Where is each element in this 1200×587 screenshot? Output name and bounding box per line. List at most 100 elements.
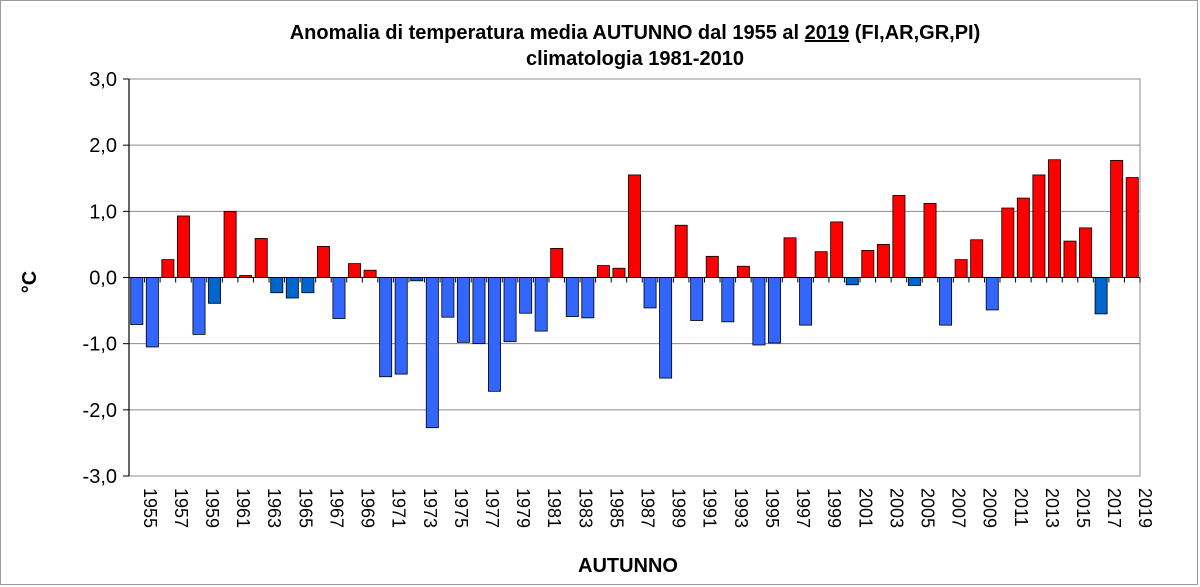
bar-2015	[1063, 240, 1077, 278]
chart-title-part3: (FI,AR,GR,PI)	[849, 22, 981, 44]
bar-1975	[441, 277, 455, 318]
chart-subtitle: climatologia 1981-2010	[526, 48, 744, 70]
bar-1974	[425, 277, 439, 429]
x-tick-label: 1989	[669, 488, 689, 528]
x-tick-label: 2019	[1135, 488, 1155, 528]
x-tick-labels: 1955 1957 1959 1961 1963 1965 1967 1969 1971 1973…	[140, 488, 1155, 528]
y-axis-label: °C	[19, 271, 41, 293]
bar-2007	[939, 277, 953, 326]
x-tick-label: 1997	[793, 488, 813, 528]
y-tick-label: -2,0	[83, 400, 117, 422]
y-tick-label: 0,0	[89, 268, 117, 290]
x-tick-label: 1975	[451, 488, 471, 528]
y-tick-label: -1,0	[83, 334, 117, 356]
bar-2014	[1047, 159, 1061, 278]
x-tick-label: 1995	[762, 488, 782, 528]
x-tick-label: 1957	[171, 488, 191, 528]
x-tick-label: 1969	[358, 488, 378, 528]
x-tick-label: 1983	[575, 488, 595, 528]
x-tick-label: 1999	[824, 488, 844, 528]
x-tick-label: 2007	[949, 488, 969, 528]
bar-2019	[1125, 177, 1139, 278]
x-tick-label: 1993	[731, 488, 751, 528]
bar-1968	[332, 277, 346, 319]
bar-1964	[270, 277, 284, 294]
bar-1965	[285, 277, 299, 299]
x-tick-label: 1971	[389, 488, 409, 528]
bar-1980	[519, 277, 533, 314]
bar-1989	[659, 277, 673, 379]
bar-1977	[472, 277, 486, 345]
bar-2006	[923, 202, 937, 278]
bar-2017	[1094, 277, 1108, 315]
axes	[123, 78, 1141, 477]
x-tick-label: 1979	[513, 488, 533, 528]
y-tick-label: 1,0	[89, 201, 117, 223]
bar-2008	[954, 259, 968, 278]
bar-1966	[301, 277, 315, 294]
bar-1971	[379, 277, 393, 378]
bar-1986	[612, 267, 626, 278]
x-tick-label: 1961	[233, 488, 253, 528]
bar-1961	[223, 210, 237, 278]
bar-2005	[908, 277, 921, 286]
x-tick-label: 2013	[1042, 488, 1062, 528]
bar-1997	[783, 237, 797, 278]
x-tick-label: 1991	[700, 488, 720, 528]
bar-2010	[985, 277, 999, 311]
bar-1982	[550, 247, 564, 278]
bar-1970	[363, 269, 377, 278]
bar-2018	[1110, 159, 1124, 278]
bar-1993	[721, 277, 735, 323]
x-tick-label: 1987	[638, 488, 658, 528]
bar-2001	[845, 277, 859, 286]
bar-1990	[674, 224, 688, 278]
y-tick-label: 3,0	[89, 69, 117, 91]
bar-1960	[208, 277, 222, 304]
x-tick-label: 1959	[202, 488, 222, 528]
bar-1983	[565, 277, 579, 317]
x-tick-label: 2001	[855, 488, 875, 528]
bar-1992	[705, 255, 719, 278]
bar-2012	[1016, 197, 1030, 278]
bar-1979	[503, 277, 517, 343]
x-axis-label: AUTUNNO	[578, 555, 678, 577]
bar-2004	[892, 195, 906, 278]
x-tick-label: 2009	[980, 488, 1000, 528]
bar-1978	[488, 277, 501, 392]
chart-title-part1: Anomalia di temperatura media AUTUNNO da…	[289, 22, 805, 44]
bar-1963	[254, 238, 268, 278]
bar-1995	[752, 277, 766, 346]
chart-title: Anomalia di temperatura media AUTUNNO da…	[130, 22, 1140, 45]
bar-1984	[581, 277, 595, 319]
bar-2016	[1079, 227, 1093, 278]
bar-1972	[394, 277, 408, 375]
bar-2003	[876, 244, 890, 278]
y-tick-label: 2,0	[89, 135, 117, 157]
x-tick-label: 1985	[606, 488, 626, 528]
bar-1985	[596, 265, 610, 278]
bar-2002	[861, 249, 875, 278]
bar-1988	[643, 277, 657, 309]
bar-1998	[799, 277, 813, 326]
bar-1981	[534, 277, 548, 332]
bar-1957	[161, 259, 175, 278]
x-tick-label: 1965	[295, 488, 315, 528]
bar-1956	[145, 277, 159, 348]
x-tick-label: 2015	[1073, 488, 1093, 528]
x-tick-label: 2003	[886, 488, 906, 528]
bar-2011	[1001, 207, 1015, 278]
x-tick-label: 1955	[140, 488, 160, 528]
bar-1967	[316, 245, 330, 278]
x-tick-label: 1973	[420, 488, 440, 528]
bar-1976	[456, 277, 470, 343]
x-tick-label: 1967	[326, 488, 346, 528]
bar-1987	[628, 174, 641, 278]
y-tick-labels: 3,0 2,0 1,0 0,0 -1,0 -2,0 -3,0	[83, 69, 117, 488]
x-tick-label: 2011	[1011, 488, 1031, 527]
x-tick-label: 1981	[544, 488, 564, 528]
bar-1991	[690, 277, 704, 321]
x-tick-label: 1963	[264, 488, 284, 528]
bar-1955	[130, 277, 144, 325]
